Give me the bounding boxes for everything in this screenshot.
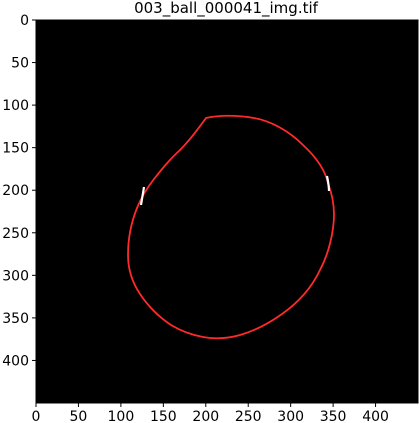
y-tick-label: 350 bbox=[2, 311, 29, 327]
y-tick-label: 150 bbox=[2, 141, 29, 157]
y-tick-label: 50 bbox=[11, 56, 29, 72]
image-area bbox=[36, 20, 418, 403]
x-tick-label: 350 bbox=[320, 409, 347, 423]
x-tick-label: 50 bbox=[70, 409, 88, 423]
x-axis: 0 50 100 150 200 250 300 350 400 bbox=[32, 403, 389, 423]
y-tick-label: 200 bbox=[2, 183, 29, 199]
y-tick-label: 100 bbox=[2, 98, 29, 114]
y-tick-label: 0 bbox=[20, 13, 29, 29]
y-tick-label: 300 bbox=[2, 268, 29, 284]
figure-title: 003_ball_000041_img.tif bbox=[134, 0, 319, 18]
x-tick-label: 400 bbox=[362, 409, 389, 423]
y-axis: 0 50 100 150 200 250 300 350 400 bbox=[2, 13, 36, 369]
y-tick-label: 250 bbox=[2, 226, 29, 242]
x-tick-label: 100 bbox=[108, 409, 135, 423]
x-tick-label: 150 bbox=[150, 409, 177, 423]
x-tick-label: 200 bbox=[192, 409, 219, 423]
x-tick-label: 0 bbox=[32, 409, 41, 423]
y-tick-label: 400 bbox=[2, 353, 29, 369]
x-tick-label: 250 bbox=[235, 409, 262, 423]
x-tick-label: 300 bbox=[277, 409, 304, 423]
